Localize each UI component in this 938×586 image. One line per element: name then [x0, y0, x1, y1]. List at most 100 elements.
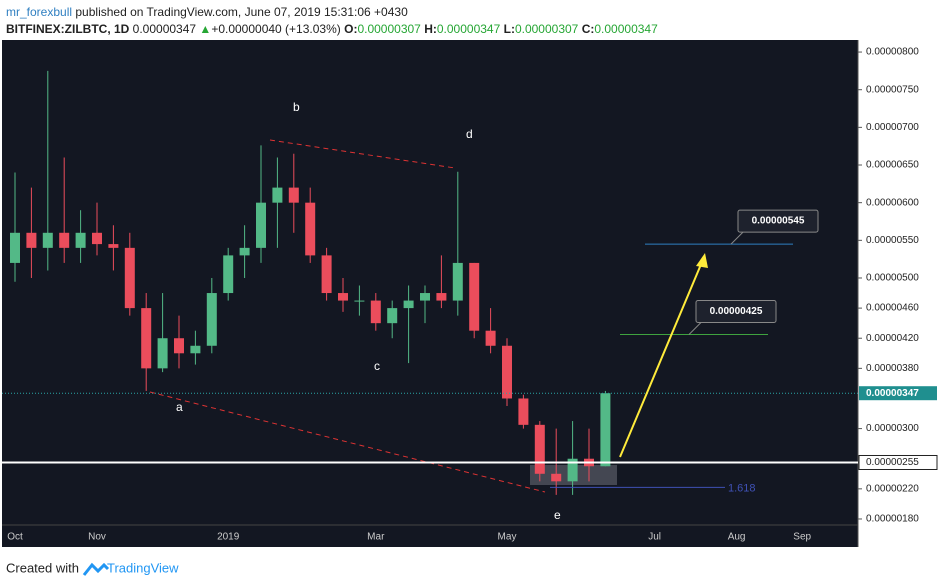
candle-body: [157, 338, 168, 369]
support-label: 0.00000255: [866, 457, 919, 468]
ohlc-val: 0.00000307: [514, 22, 579, 36]
callout-pointer: [730, 231, 744, 245]
ohlc-key: O:: [344, 22, 358, 36]
candle-body: [502, 345, 512, 399]
y-tick-label: 0.00000220: [866, 483, 919, 494]
up-arrow: ▲: [199, 22, 212, 36]
change: +0.00000040 (+13.03%): [211, 22, 341, 36]
x-tick-label: Aug: [728, 532, 746, 543]
x-tick-label: Mar: [367, 532, 385, 543]
x-tick-label: Nov: [88, 532, 106, 543]
arrow: [619, 261, 703, 458]
trend-line: [149, 391, 546, 493]
candle-body: [567, 458, 578, 482]
y-tick-label: 0.00000380: [866, 363, 919, 374]
y-tick-label: 0.00000180: [866, 514, 919, 525]
y-tick-label: 0.00000700: [866, 122, 919, 133]
x-tick-label: Sep: [793, 532, 811, 543]
candle-body: [206, 293, 217, 346]
price: 0.00000347: [132, 22, 197, 36]
callout-pointer: [688, 322, 702, 335]
header-line: mr_forexbull published on TradingView.co…: [6, 5, 408, 19]
x-tick-label: Oct: [7, 532, 23, 543]
candle-body: [256, 202, 266, 248]
candle-body: [174, 338, 184, 354]
ohlc-val: 0.00000347: [436, 22, 501, 36]
candle-body: [370, 300, 381, 324]
wave-label: a: [176, 400, 183, 414]
candle-body: [551, 473, 562, 482]
candle-body: [600, 393, 611, 467]
last-price-label: 0.00000347: [866, 388, 919, 399]
ohlc-val: 0.00000347: [594, 22, 658, 36]
candle-body: [10, 232, 20, 263]
candle-body: [321, 255, 332, 294]
callout-box: [695, 299, 777, 323]
candle-body: [42, 232, 53, 248]
marks: 0.00000800 0.00000750 0.00000700 0.00000650…: [2, 47, 938, 543]
candle-body: [124, 247, 135, 309]
candle-body: [469, 262, 480, 331]
wave-label: c: [374, 359, 380, 373]
y-tick-label: 0.00000460: [866, 303, 919, 314]
candle-body: [534, 424, 545, 474]
candle-body: [436, 293, 447, 301]
candle-body: [387, 308, 398, 324]
candle-body: [288, 187, 299, 203]
x-tick-label: May: [498, 532, 517, 543]
candle-body: [239, 247, 250, 256]
candle-body: [108, 244, 119, 248]
arrow-head: [696, 253, 708, 268]
wave-label: e: [554, 508, 561, 522]
y-tick-label: 0.00000420: [866, 333, 919, 344]
symbol: BITFINEX:ZILBTC, 1D: [6, 22, 130, 36]
candle-body: [75, 232, 86, 248]
candle-body: [518, 398, 529, 425]
candle-body: [305, 202, 316, 256]
trend-line: [269, 139, 456, 169]
candle-body: [485, 330, 496, 346]
logo: [82, 562, 110, 576]
candle-body: [452, 262, 463, 301]
callout-box: [737, 209, 819, 233]
footer-text: Created with: [6, 560, 79, 575]
y-tick-label: 0.00000600: [866, 197, 919, 208]
author[interactable]: mr_forexbull: [6, 5, 73, 19]
published: published on TradingView.com, June 07, 2…: [75, 5, 408, 19]
candle-body: [223, 255, 234, 294]
candle-body: [141, 308, 152, 369]
wave-label: b: [293, 100, 300, 114]
candle-body: [403, 300, 414, 309]
y-tick-label: 0.00000500: [866, 273, 919, 284]
candle-body: [92, 232, 102, 245]
candle-body: [338, 293, 348, 301]
footer-bg: [0, 547, 938, 586]
candle-body: [272, 187, 283, 203]
candle-body: [26, 232, 37, 248]
wave-label: d: [466, 127, 473, 141]
candle-body: [354, 300, 365, 302]
x-tick-label: Jul: [648, 532, 661, 543]
fib-label: 1.618: [728, 482, 756, 494]
y-tick-label: 0.00000750: [866, 84, 919, 95]
ohlc-val: 0.00000307: [357, 22, 421, 36]
target-label: 0.00000425: [710, 306, 763, 317]
y-tick-label: 0.00000650: [866, 160, 919, 171]
x-tick-label: 2019: [217, 532, 240, 543]
price-box: [858, 454, 938, 470]
ohlc-key: H:: [424, 22, 437, 36]
ohlc-key: C:: [581, 22, 595, 36]
candle-body: [420, 293, 430, 301]
symbol-line: BITFINEX:ZILBTC, 1D 0.00000347 ▲+0.00000…: [6, 22, 658, 36]
candle-body: [59, 232, 70, 248]
y-tick-label: 0.00000550: [866, 235, 919, 246]
candle-body: [190, 345, 201, 354]
price-box: [859, 386, 937, 401]
footer-brand[interactable]: TradingView: [107, 560, 179, 575]
y-tick-label: 0.00000300: [866, 423, 919, 434]
target-label: 0.00000545: [752, 216, 805, 227]
y-tick-label: 0.00000800: [866, 47, 919, 58]
ohlc-key: L:: [503, 22, 515, 36]
